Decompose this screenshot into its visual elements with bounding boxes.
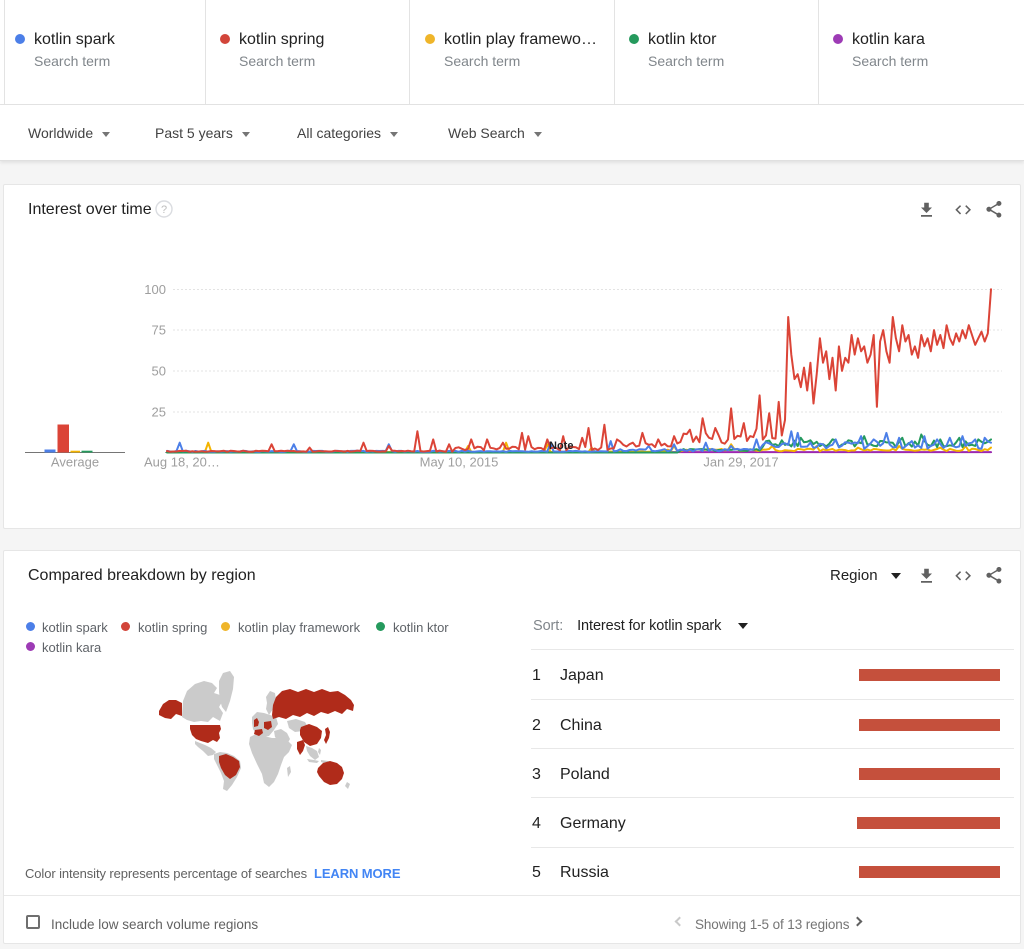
svg-text:100: 100 (144, 282, 166, 297)
svg-text:Note: Note (549, 440, 573, 452)
svg-text:50: 50 (152, 364, 166, 379)
svg-text:Jan 29, 2017: Jan 29, 2017 (703, 455, 778, 470)
svg-text:Aug 18, 20…: Aug 18, 20… (144, 455, 220, 470)
svg-text:Average: Average (51, 455, 99, 470)
svg-text:May 10, 2015: May 10, 2015 (420, 455, 499, 470)
svg-text:?: ? (161, 204, 167, 216)
svg-text:25: 25 (152, 405, 166, 420)
svg-text:75: 75 (152, 323, 166, 338)
